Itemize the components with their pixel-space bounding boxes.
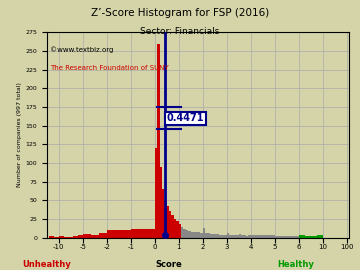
Bar [234, 235, 236, 238]
Text: Unhealthy: Unhealthy [22, 260, 71, 269]
Bar [184, 229, 186, 238]
Bar [68, 237, 73, 238]
Bar [205, 233, 207, 238]
Bar [224, 235, 227, 238]
Bar [164, 200, 167, 238]
Bar [231, 235, 234, 238]
Bar [171, 215, 174, 238]
Bar [251, 235, 262, 238]
Text: Score: Score [156, 260, 183, 269]
Bar [212, 234, 215, 238]
Bar [78, 235, 83, 238]
Bar [91, 235, 99, 238]
Text: Healthy: Healthy [277, 260, 314, 269]
Bar [191, 232, 193, 238]
Bar [305, 236, 311, 238]
Bar [246, 236, 248, 238]
Text: 0.4471: 0.4471 [167, 113, 204, 123]
Bar [210, 234, 212, 238]
Bar [203, 228, 205, 238]
Bar [200, 233, 203, 238]
Text: The Research Foundation of SUNY: The Research Foundation of SUNY [50, 65, 168, 71]
Bar [193, 232, 195, 238]
Bar [174, 219, 176, 238]
Bar [181, 227, 184, 238]
Bar [239, 234, 241, 238]
Bar [99, 233, 107, 238]
Bar [198, 232, 200, 238]
Bar [159, 167, 162, 238]
Bar [83, 234, 91, 238]
Bar [64, 237, 68, 238]
Bar [241, 235, 243, 238]
Bar [227, 233, 229, 238]
Text: ©www.textbiz.org: ©www.textbiz.org [50, 47, 113, 53]
Bar [215, 234, 217, 238]
Bar [73, 236, 78, 238]
Bar [262, 235, 275, 238]
Bar [220, 235, 222, 238]
Bar [155, 148, 157, 238]
Bar [298, 235, 305, 238]
Bar [188, 231, 191, 238]
Bar [207, 233, 210, 238]
Bar [195, 232, 198, 238]
Bar [275, 236, 298, 238]
Text: Sector: Financials: Sector: Financials [140, 27, 220, 36]
Bar [107, 230, 131, 238]
Bar [316, 235, 323, 238]
Bar [236, 235, 239, 238]
Text: Z’-Score Histogram for FSP (2016): Z’-Score Histogram for FSP (2016) [91, 8, 269, 18]
Bar [54, 237, 59, 238]
Bar [179, 224, 181, 238]
Y-axis label: Number of companies (997 total): Number of companies (997 total) [17, 83, 22, 187]
Bar [131, 229, 155, 238]
Bar [157, 43, 159, 238]
Bar [186, 230, 188, 238]
Bar [243, 235, 246, 238]
Bar [162, 189, 164, 238]
Bar [217, 234, 220, 238]
Bar [169, 211, 171, 238]
Bar [311, 236, 316, 238]
Bar [176, 221, 179, 238]
Bar [49, 236, 54, 238]
Bar [167, 206, 169, 238]
Bar [222, 235, 224, 238]
Bar [229, 235, 231, 238]
Bar [59, 236, 64, 238]
Bar [248, 235, 251, 238]
